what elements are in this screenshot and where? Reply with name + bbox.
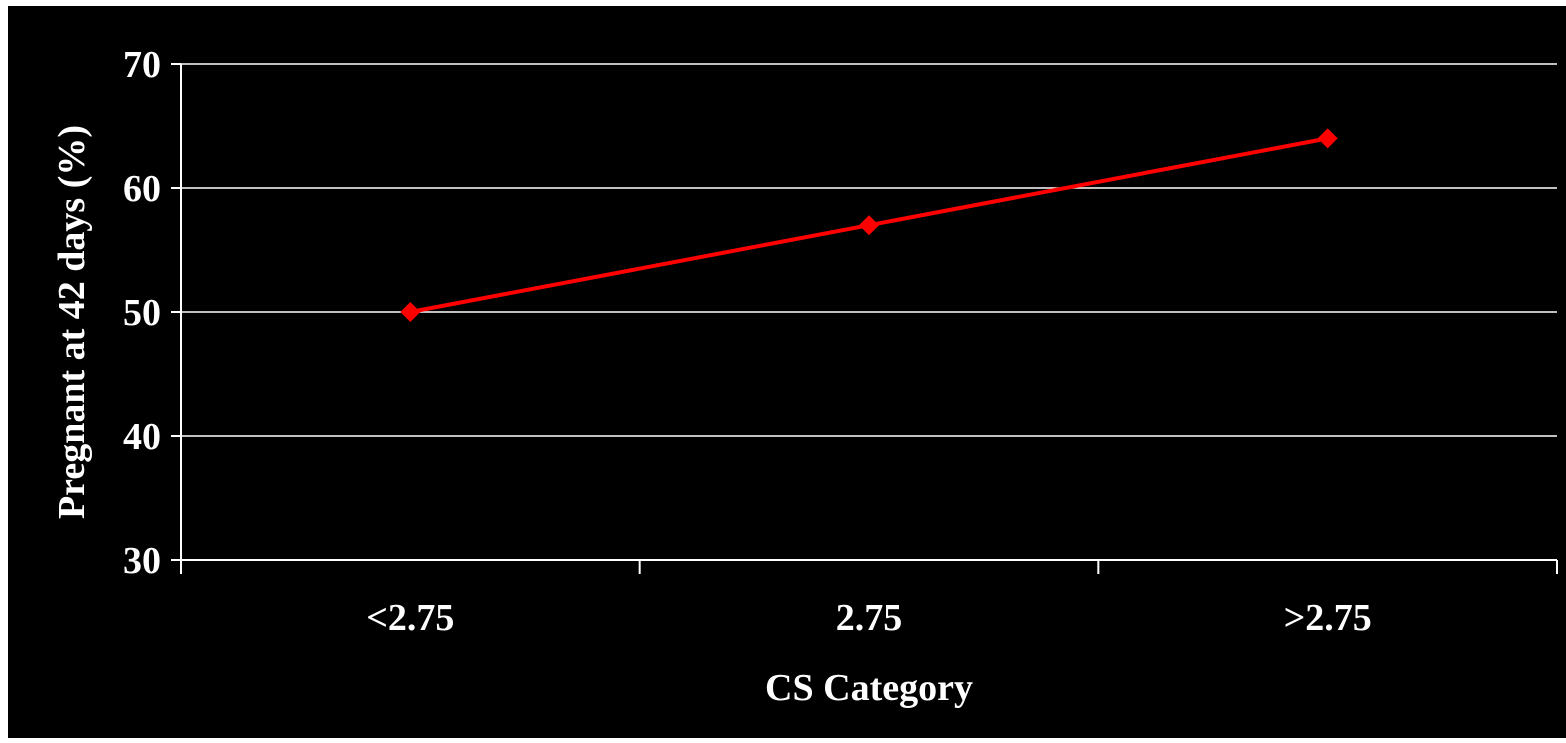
data-point [1317,128,1338,149]
x-tick-labels: <2.75 2.75 >2.75 [366,597,1371,639]
y-tick-label: 70 [123,44,161,86]
gridlines [181,63,1557,437]
x-tick-label: >2.75 [1284,597,1372,639]
y-tick-label: 50 [123,292,161,334]
y-tick-label: 40 [123,416,161,458]
chart-background [8,6,1566,738]
data-point [859,215,879,236]
y-axis-label: Pregnant at 42 days (%) [51,125,93,519]
x-tick-label: 2.75 [836,597,903,639]
x-axis-label: CS Category [765,667,973,709]
axes [171,63,1558,574]
y-tick-label: 60 [123,168,161,210]
series [400,128,1338,322]
data-point [400,302,421,322]
x-tick-label: <2.75 [366,597,454,639]
y-tick-label: 30 [123,540,161,582]
y-tick-labels: 30 40 50 60 70 [123,44,161,582]
